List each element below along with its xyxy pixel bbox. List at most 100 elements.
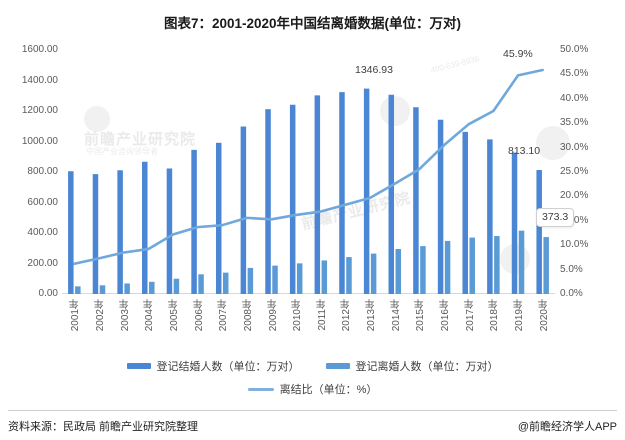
y-tick-right: 25.0% [560,166,589,177]
y-tick-right: 5.0% [560,263,583,275]
page-title: 图表7：2001-2020年中国结离婚数据(单位：万对) [163,16,462,31]
tooltip-divorce-value: 373.3 [536,208,575,227]
bar-marriage-2008年 [240,126,247,294]
x-tick-2005年: 2005年 [168,299,180,332]
bar-marriage-2007年 [215,142,222,294]
bar-divorce-2019年 [518,230,525,294]
brand-text: @前瞻经济学人APP [517,421,617,433]
y-tick-left: 400.00 [27,227,58,238]
bar-marriage-2014年 [388,94,395,294]
watermark-logo [84,106,110,132]
y-tick-right: 20.0% [560,190,589,202]
y-tick-right: 50.0% [560,44,589,55]
x-tick-2020年: 2020年 [538,299,550,332]
bar-divorce-2007年 [222,272,229,294]
bar-divorce-2017年 [469,237,475,294]
x-tick-2019年: 2019年 [514,299,526,332]
y-tick-left: 1400.00 [21,74,58,86]
legend-label: 登记结婚人数（单位：万对） [156,361,300,373]
legend-row-1: 登记结婚人数（单位：万对） 登记离婚人数（单位：万对） [126,358,499,374]
bar-marriage-2002年 [92,174,99,294]
plot-area [62,50,555,294]
bar-marriage-2018年 [487,139,493,294]
legend-item-2[interactable]: 登记离婚人数（单位：万对） [325,358,499,374]
y-tick-left: 600.00 [27,196,58,208]
chart-svg [62,68,555,294]
bar-marriage-2019年 [511,152,518,294]
x-tick-2014年: 2014年 [390,299,402,332]
bar-divorce-2010年 [296,263,303,294]
x-tick-2010年: 2010年 [292,299,304,332]
watermark-logo-3 [536,126,570,160]
bar-divorce-2020年 [543,237,549,294]
bar-divorce-2004年 [149,281,155,294]
legend-label: 登记离婚人数（单位：万对） [355,361,499,373]
legend-row-2: 离结比（单位：%） [247,381,378,397]
y-tick-right: 35.0% [560,117,589,129]
x-tick-2015年: 2015年 [415,299,427,332]
bar-marriage-2009年 [265,109,271,294]
annotation-last-marriage: 813.10 [508,145,541,157]
annotation-last-ratio: 45.9% [503,48,533,60]
bar-divorce-2001年 [75,286,81,294]
bar-divorce-2011年 [321,260,328,294]
bar-marriage-2012年 [339,92,345,294]
bar-marriage-2005年 [166,168,173,294]
line-divorce-marriage-ratio [73,68,544,266]
y-tick-right: 30.0% [560,141,589,153]
x-tick-2002年: 2002年 [94,299,106,332]
x-tick-2012年: 2012年 [341,299,353,332]
legend-bar-swatch [325,363,350,369]
legend-line-swatch [247,387,274,391]
watermark-logo-2 [380,96,410,126]
bar-divorce-2005年 [173,278,180,294]
bar-marriage-2006年 [191,149,197,294]
annotation-peak-marriage: 1346.93 [355,64,393,76]
x-tick-2003年: 2003年 [119,299,131,332]
bar-divorce-2009年 [272,265,278,294]
bar-marriage-2015年 [413,107,419,294]
source-text: 资料来源：民政局 前瞻产业研究院整理 [8,421,199,433]
legend-bar-swatch [126,363,151,369]
bar-marriage-2011年 [314,95,321,294]
bar-divorce-2014年 [395,249,402,294]
bar-divorce-2012年 [346,257,352,294]
x-tick-2004年: 2004年 [144,299,156,332]
legend-item-1[interactable]: 登记结婚人数（单位：万对） [126,358,300,374]
y-tick-left: 200.00 [27,257,58,269]
x-tick-2013年: 2013年 [366,299,378,332]
bar-divorce-2013年 [370,253,377,294]
chart-legend: 登记结婚人数（单位：万对） 登记离婚人数（单位：万对） 离结比（单位：%） [0,358,625,397]
x-tick-2008年: 2008年 [242,299,254,332]
bar-divorce-2016年 [444,240,451,294]
x-tick-2011年: 2011年 [316,299,328,331]
y-tick-right: 45.0% [560,68,589,80]
bar-marriage-2020年 [536,170,542,294]
bar-divorce-2008年 [247,267,254,294]
x-tick-2016年: 2016年 [440,299,452,332]
y-tick-right: 10.0% [560,239,589,251]
x-tick-2018年: 2018年 [489,299,501,332]
y-tick-left: 1000.00 [21,135,58,147]
bar-divorce-2015年 [420,246,426,294]
y-tick-left: 800.00 [27,166,58,177]
footer-divider [8,410,617,411]
legend-item-3[interactable]: 离结比（单位：%） [247,381,378,397]
legend-label: 离结比（单位：%） [279,384,378,396]
bar-marriage-2016年 [437,119,444,294]
y-tick-right: 15.0% [560,214,589,226]
bar-divorce-2002年 [99,285,106,294]
bar-divorce-2003年 [124,283,130,294]
bar-marriage-2013年 [363,88,370,294]
bar-marriage-2017年 [462,131,468,294]
x-tick-2007年: 2007年 [218,299,230,332]
y-tick-left: 0.00 [38,288,58,299]
x-tick-2017年: 2017年 [464,299,476,332]
x-tick-2001年: 2001年 [70,299,82,332]
y-tick-left: 1200.00 [21,105,58,116]
bar-divorce-2006年 [198,274,204,294]
y-tick-right: 40.0% [560,92,589,104]
bar-marriage-2010年 [289,104,296,294]
bar-divorce-2018年 [494,236,500,294]
